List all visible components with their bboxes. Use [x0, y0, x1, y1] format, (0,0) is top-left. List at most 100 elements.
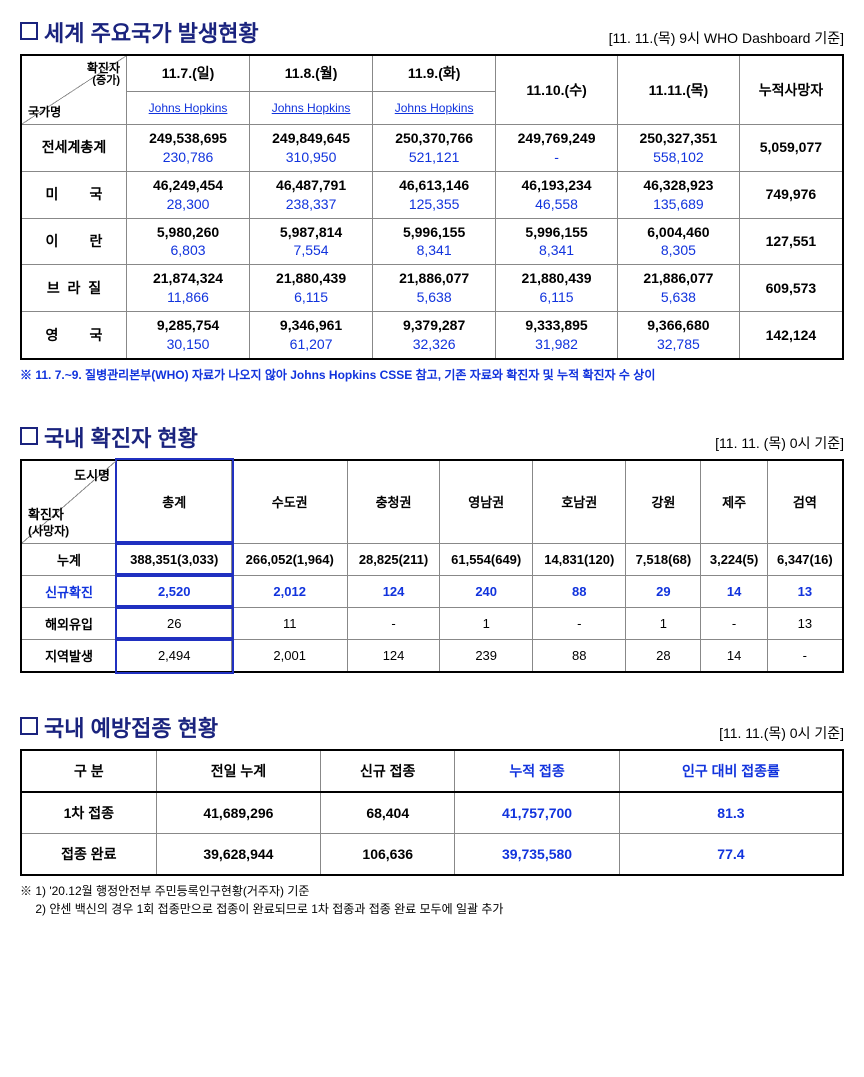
data-cell: 46,487,791238,337 [250, 171, 373, 218]
col: 호남권 [533, 460, 626, 544]
data-cell: 11 [232, 607, 347, 639]
data-cell: 61,554(649) [440, 543, 533, 575]
data-cell: 5,980,2606,803 [127, 218, 250, 265]
country-name: 이 란 [21, 218, 127, 265]
data-cell: 3,224(5) [701, 543, 767, 575]
data-cell: 6,347(16) [767, 543, 843, 575]
col: 영남권 [440, 460, 533, 544]
vacc-note2: 2) 얀센 백신의 경우 1회 접종만으로 접종이 완료되므로 1차 접종과 접… [20, 900, 844, 918]
deaths-cell: 5,059,077 [739, 125, 843, 172]
marker-icon [20, 427, 38, 445]
data-cell: 5,996,1558,341 [373, 218, 496, 265]
data-cell: 9,285,75430,150 [127, 312, 250, 359]
deaths-cell: 142,124 [739, 312, 843, 359]
data-cell: 1 [440, 607, 533, 639]
domestic-title: 국내 확진자 현황 [20, 421, 198, 453]
col: 전일 누계 [156, 750, 321, 792]
world-title: 세계 주요국가 발생현황 [20, 16, 259, 48]
data-cell: 46,193,23446,558 [496, 171, 618, 218]
marker-icon [20, 717, 38, 735]
data-cell: 266,052(1,964) [232, 543, 347, 575]
data-cell: 6,004,4608,305 [617, 218, 739, 265]
country-name: 미 국 [21, 171, 127, 218]
domestic-timestamp: [11. 11. (목) 0시 기준] [715, 433, 844, 453]
row-label: 지역발생 [21, 639, 117, 672]
data-cell: - [533, 607, 626, 639]
data-cell: 250,370,766521,121 [373, 125, 496, 172]
country-name: 브 라 질 [21, 265, 127, 312]
col: 인구 대비 접종률 [619, 750, 843, 792]
data-cell: 249,538,695230,786 [127, 125, 250, 172]
data-cell: 88 [533, 575, 626, 607]
data-cell: 77.4 [619, 833, 843, 875]
diag-header: 도시명 확진자 (사망자) [21, 460, 117, 544]
deaths-cell: 609,573 [739, 265, 843, 312]
world-section-header: 세계 주요국가 발생현황 [11. 11.(목) 9시 WHO Dashboar… [20, 16, 844, 48]
data-cell: 5,996,1558,341 [496, 218, 618, 265]
data-cell: 2,012 [232, 575, 347, 607]
domestic-title-text: 국내 확진자 현황 [44, 426, 198, 451]
marker-icon [20, 22, 38, 40]
col: 강원 [626, 460, 701, 544]
col: 총계 [117, 460, 232, 544]
world-title-text: 세계 주요국가 발생현황 [44, 21, 259, 46]
data-cell: 9,333,89531,982 [496, 312, 618, 359]
data-cell: 81.3 [619, 792, 843, 834]
col: 충청권 [347, 460, 439, 544]
world-table: 확진자 (증가) 국가명 11.7.(일) 11.8.(월) 11.9.(화) … [20, 54, 844, 360]
data-cell: 249,849,645310,950 [250, 125, 373, 172]
data-cell: 124 [347, 639, 439, 672]
data-cell: 2,520 [117, 575, 232, 607]
col: 제주 [701, 460, 767, 544]
col-date: 11.11.(목) [617, 55, 739, 125]
data-cell: 2,001 [232, 639, 347, 672]
data-cell: 39,628,944 [156, 833, 321, 875]
data-cell: 21,886,0775,638 [617, 265, 739, 312]
data-cell: 240 [440, 575, 533, 607]
data-cell: 14 [701, 575, 767, 607]
col: 검역 [767, 460, 843, 544]
data-cell: 68,404 [321, 792, 455, 834]
world-timestamp: [11. 11.(목) 9시 WHO Dashboard 기준] [609, 28, 844, 48]
country-name: 영 국 [21, 312, 127, 359]
data-cell: 106,636 [321, 833, 455, 875]
data-cell: 7,518(68) [626, 543, 701, 575]
data-cell: 250,327,351558,102 [617, 125, 739, 172]
data-cell: 13 [767, 575, 843, 607]
data-cell: 14 [701, 639, 767, 672]
data-cell: 접종 완료 [21, 833, 156, 875]
domestic-section-header: 국내 확진자 현황 [11. 11. (목) 0시 기준] [20, 421, 844, 453]
col-date: 11.10.(수) [496, 55, 618, 125]
domestic-table: 도시명 확진자 (사망자) 총계 수도권 충청권 영남권 호남권 강원 제주 검… [20, 459, 844, 673]
vacc-note1: ※ 1) '20.12월 행정안전부 주민등록인구현황(거주자) 기준 [20, 882, 844, 900]
deaths-cell: 127,551 [739, 218, 843, 265]
col-date: 11.9.(화) [373, 55, 496, 92]
col: 신규 접종 [321, 750, 455, 792]
col-deaths: 누적사망자 [739, 55, 843, 125]
data-cell: 9,346,96161,207 [250, 312, 373, 359]
col: 수도권 [232, 460, 347, 544]
data-cell: - [701, 607, 767, 639]
row-label: 신규확진 [21, 575, 117, 607]
data-cell: 9,366,68032,785 [617, 312, 739, 359]
data-cell: 5,987,8147,554 [250, 218, 373, 265]
data-cell: 1 [626, 607, 701, 639]
data-cell: 124 [347, 575, 439, 607]
data-cell: 2,494 [117, 639, 232, 672]
vacc-table: 구 분 전일 누계 신규 접종 누적 접종 인구 대비 접종률 1차 접종41,… [20, 749, 844, 876]
data-cell: 46,249,45428,300 [127, 171, 250, 218]
vacc-title: 국내 예방접종 현황 [20, 711, 218, 743]
col-source: Johns Hopkins [373, 92, 496, 125]
data-cell: 21,886,0775,638 [373, 265, 496, 312]
data-cell: 388,351(3,033) [117, 543, 232, 575]
data-cell: 13 [767, 607, 843, 639]
data-cell: 88 [533, 639, 626, 672]
data-cell: - [347, 607, 439, 639]
data-cell: 28,825(211) [347, 543, 439, 575]
col-date: 11.7.(일) [127, 55, 250, 92]
world-note: ※ 11. 7.~9. 질병관리본부(WHO) 자료가 나오지 않아 Johns… [20, 366, 844, 383]
data-cell: 29 [626, 575, 701, 607]
row-label: 해외유입 [21, 607, 117, 639]
diag-header: 확진자 (증가) 국가명 [21, 55, 127, 125]
data-cell: 21,880,4396,115 [250, 265, 373, 312]
